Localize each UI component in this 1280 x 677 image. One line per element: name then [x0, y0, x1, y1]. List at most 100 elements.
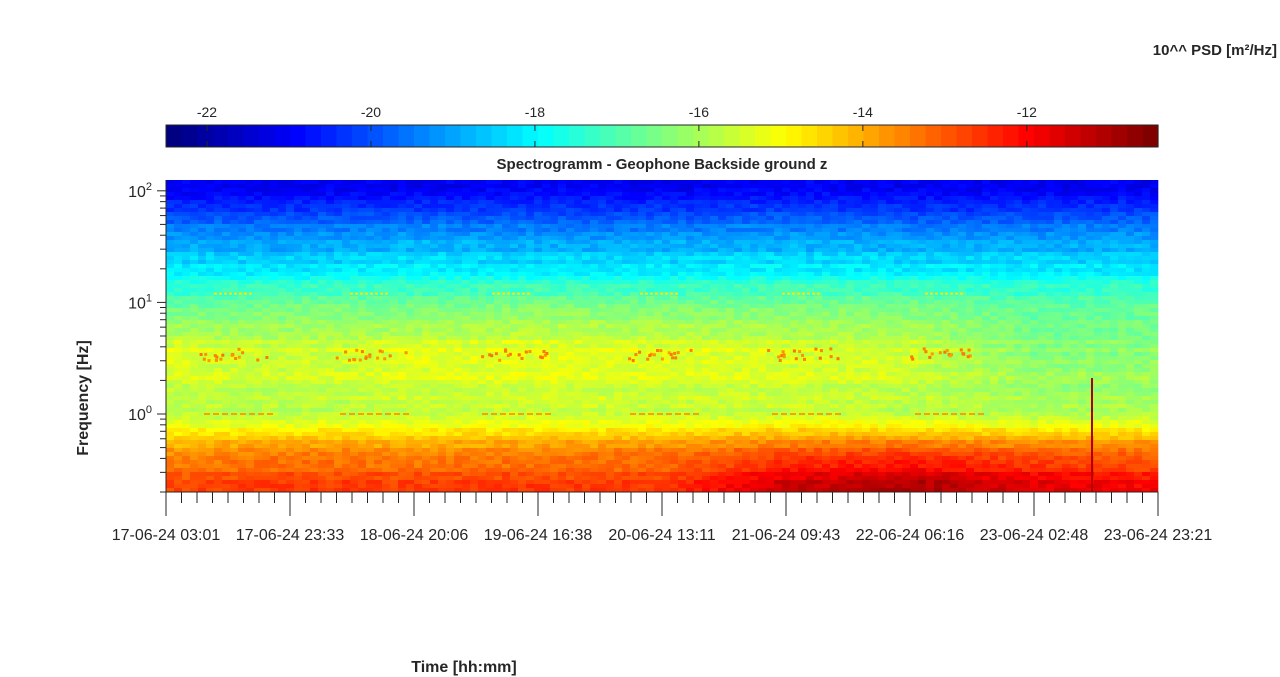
heatmap-cell: [478, 328, 487, 333]
heatmap-cell: [502, 288, 511, 293]
heatmap-cell: [1046, 232, 1055, 237]
heatmap-cell: [1030, 188, 1039, 193]
heatmap-cell: [1022, 204, 1031, 209]
heatmap-cell: [950, 288, 959, 293]
heatmap-cell: [790, 232, 799, 237]
heatmap-cell: [550, 248, 559, 253]
heatmap-cell: [206, 276, 215, 281]
heatmap-cell: [614, 216, 623, 221]
heatmap-cell: [974, 228, 983, 233]
heatmap-cell: [782, 196, 791, 201]
heatmap-cell: [726, 336, 735, 341]
heatmap-cell: [422, 240, 431, 245]
heatmap-cell: [214, 184, 223, 189]
heatmap-cell: [926, 256, 935, 261]
heatmap-cell: [886, 304, 895, 309]
heatmap-cell: [358, 324, 367, 329]
heatmap-cell: [166, 208, 175, 213]
heatmap-cell: [502, 264, 511, 269]
heatmap-cell: [958, 280, 967, 285]
heatmap-cell: [910, 248, 919, 253]
heatmap-cell: [1038, 316, 1047, 321]
heatmap-cell: [974, 332, 983, 337]
heatmap-cell: [886, 312, 895, 317]
heatmap-cell: [334, 264, 343, 269]
heatmap-cell: [430, 216, 439, 221]
heatmap-cell: [702, 284, 711, 289]
heatmap-cell: [422, 292, 431, 297]
heatmap-cell: [478, 300, 487, 305]
heatmap-cell: [334, 300, 343, 305]
heatmap-cell: [1054, 240, 1063, 245]
heatmap-cell: [430, 300, 439, 305]
heatmap-cell: [1006, 300, 1015, 305]
heatmap-cell: [790, 288, 799, 293]
heatmap-cell: [310, 272, 319, 277]
heatmap-cell: [998, 268, 1007, 273]
heatmap-cell: [702, 228, 711, 233]
heatmap-cell: [318, 200, 327, 205]
heatmap-cell: [566, 192, 575, 197]
heatmap-cell: [590, 260, 599, 265]
heatmap-cell: [574, 188, 583, 193]
heatmap-cell: [270, 236, 279, 241]
heatmap-cell: [1118, 308, 1127, 313]
heatmap-cell: [774, 276, 783, 281]
heatmap-cell: [862, 260, 871, 265]
heatmap-cell: [446, 320, 455, 325]
heatmap-cell: [710, 244, 719, 249]
heatmap-cell: [326, 216, 335, 221]
heatmap-cell: [582, 192, 591, 197]
heatmap-cell: [630, 204, 639, 209]
colorbar-segment: [1065, 125, 1082, 147]
heatmap-cell: [310, 332, 319, 337]
heatmap-cell: [846, 276, 855, 281]
heatmap-cell: [182, 260, 191, 265]
heatmap-cell: [374, 308, 383, 313]
heatmap-cell: [902, 304, 911, 309]
heatmap-cell: [1086, 316, 1095, 321]
heatmap-cell: [1022, 220, 1031, 225]
heatmap-cell: [1046, 288, 1055, 293]
heatmap-cell: [558, 204, 567, 209]
heatmap-cell: [598, 188, 607, 193]
heatmap-cell: [398, 220, 407, 225]
heatmap-cell: [910, 272, 919, 277]
heatmap-cell: [294, 280, 303, 285]
heatmap-cell: [718, 288, 727, 293]
heatmap-cell: [390, 312, 399, 317]
heatmap-cell: [486, 288, 495, 293]
heatmap-cell: [702, 272, 711, 277]
heatmap-cell: [766, 312, 775, 317]
heatmap-cell: [742, 328, 751, 333]
heatmap-cell: [950, 316, 959, 321]
heatmap-cell: [1150, 184, 1159, 189]
heatmap-cell: [422, 260, 431, 265]
heatmap-cell: [238, 248, 247, 253]
heatmap-cell: [310, 312, 319, 317]
heatmap-cell: [918, 188, 927, 193]
heatmap-cell: [262, 228, 271, 233]
heatmap-cell: [734, 320, 743, 325]
heatmap-cell: [270, 212, 279, 217]
heatmap-cell: [462, 208, 471, 213]
heatmap-cell: [822, 316, 831, 321]
heatmap-cell: [1006, 332, 1015, 337]
heatmap-cell: [1022, 264, 1031, 269]
heatmap-cell: [454, 292, 463, 297]
heatmap-cell: [718, 204, 727, 209]
heatmap-cell: [574, 328, 583, 333]
heatmap-cell: [1110, 224, 1119, 229]
heatmap-cell: [1006, 296, 1015, 301]
heatmap-cell: [446, 220, 455, 225]
heatmap-cell: [614, 212, 623, 217]
heatmap-cell: [1078, 220, 1087, 225]
heatmap-cell: [726, 208, 735, 213]
heatmap-cell: [702, 200, 711, 205]
heatmap-cell: [334, 292, 343, 297]
heatmap-cell: [454, 184, 463, 189]
heatmap-cell: [718, 260, 727, 265]
heatmap-cell: [558, 328, 567, 333]
heatmap-cell: [614, 292, 623, 297]
heatmap-cell: [774, 216, 783, 221]
